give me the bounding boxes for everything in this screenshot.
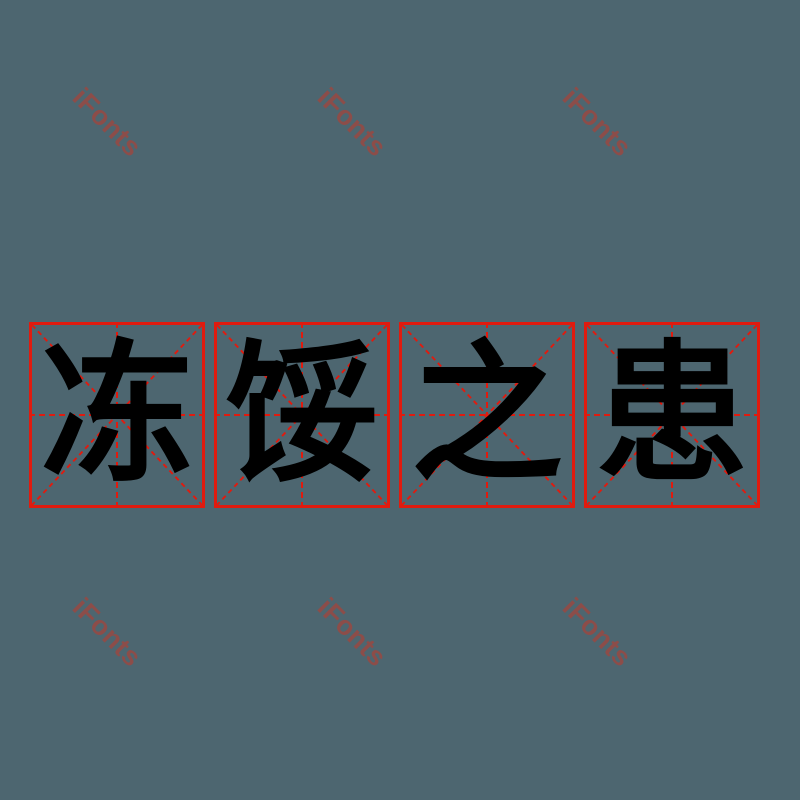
glyph-character-4: 患 bbox=[596, 326, 748, 503]
calligraphy-cell-1[interactable]: 冻 bbox=[29, 322, 205, 508]
watermark-text: iFonts bbox=[311, 592, 393, 673]
calligraphy-cell-2[interactable]: 馁 bbox=[214, 322, 390, 508]
calligraphy-cell-3[interactable]: 之 bbox=[399, 322, 575, 508]
watermark-text: iFonts bbox=[556, 592, 638, 673]
calligraphy-cell-4[interactable]: 患 bbox=[584, 322, 760, 508]
calligraphy-grid-row: 冻 馁 之 患 bbox=[0, 322, 800, 508]
glyph-character-2: 馁 bbox=[226, 326, 378, 503]
watermark-text: iFonts bbox=[556, 82, 638, 163]
glyph-character-1: 冻 bbox=[41, 326, 193, 503]
watermark-text: iFonts bbox=[311, 82, 393, 163]
glyph-character-3: 之 bbox=[411, 326, 563, 503]
watermark-text: iFonts bbox=[66, 592, 148, 673]
watermark-text: iFonts bbox=[66, 82, 148, 163]
